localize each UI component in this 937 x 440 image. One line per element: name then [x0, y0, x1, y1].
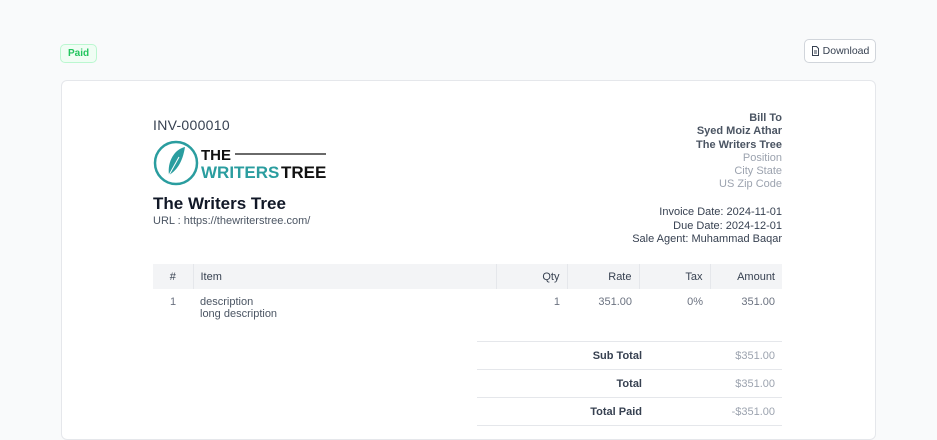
items-table: # Item Qty Rate Tax Amount 1 description…	[153, 264, 782, 327]
col-num: #	[153, 264, 194, 289]
status-badge: Paid	[60, 44, 98, 63]
document-icon	[811, 46, 819, 56]
col-rate: Rate	[567, 264, 640, 289]
invoice-date: Invoice Date: 2024-11-01	[659, 206, 782, 218]
table-header: # Item Qty Rate Tax Amount	[153, 264, 782, 289]
svg-text:THE: THE	[201, 147, 231, 164]
col-qty: Qty	[496, 264, 568, 289]
sale-agent: Sale Agent: Muhammad Baqar	[632, 233, 782, 245]
bill-to-position: Position	[742, 151, 782, 164]
bill-to-name: Syed Moiz Athar	[696, 125, 782, 138]
subtotal-row: Sub Total $351.00	[477, 341, 782, 370]
svg-text:TREE: TREE	[281, 163, 326, 182]
table-row: 1 description long description 1 351.00 0…	[153, 289, 782, 327]
subtotal-value: $351.00	[649, 341, 782, 370]
col-tax: Tax	[639, 264, 711, 289]
row-num: 1	[169, 296, 177, 308]
item-long-description: long description	[200, 308, 278, 320]
total-value: $351.00	[649, 369, 782, 398]
row-rate: 351.00	[598, 296, 632, 308]
company-name: The Writers Tree	[153, 194, 286, 213]
total-paid-row: Total Paid -$351.00	[477, 397, 782, 426]
bill-to-company: The Writers Tree	[696, 138, 782, 151]
col-amount: Amount	[710, 264, 782, 289]
col-item: Item	[193, 264, 497, 289]
row-amount: 351.00	[741, 296, 775, 308]
bill-to-city-state: City State	[734, 165, 782, 178]
bill-to: Bill To Syed Moiz Athar The Writers Tree…	[696, 112, 782, 192]
company-logo: THE WRITERS TREE	[153, 140, 326, 186]
company-url: URL : https://thewriterstree.com/	[153, 215, 311, 227]
subtotal-label: Sub Total	[477, 341, 649, 370]
row-tax: 0%	[687, 296, 703, 308]
bill-to-zip: US Zip Code	[719, 178, 782, 191]
svg-text:WRITERS: WRITERS	[201, 163, 279, 182]
invoice-dates: Invoice Date: 2024-11-01 Due Date: 2024-…	[632, 206, 782, 247]
item-description: description	[200, 296, 254, 308]
row-qty: 1	[553, 296, 560, 308]
row-item: description long description	[193, 289, 496, 327]
total-label: Total	[477, 369, 649, 398]
invoice-number: INV-000010	[153, 117, 230, 133]
total-paid-value: -$351.00	[649, 397, 782, 426]
total-row: Total $351.00	[477, 369, 782, 398]
total-paid-label: Total Paid	[477, 397, 649, 426]
bill-to-heading: Bill To	[749, 112, 782, 124]
totals-table: Sub Total $351.00 Total $351.00 Total Paid…	[477, 341, 782, 426]
download-label: Download	[822, 45, 870, 57]
due-date: Due Date: 2024-12-01	[673, 219, 782, 232]
download-button[interactable]: Download	[804, 39, 876, 63]
